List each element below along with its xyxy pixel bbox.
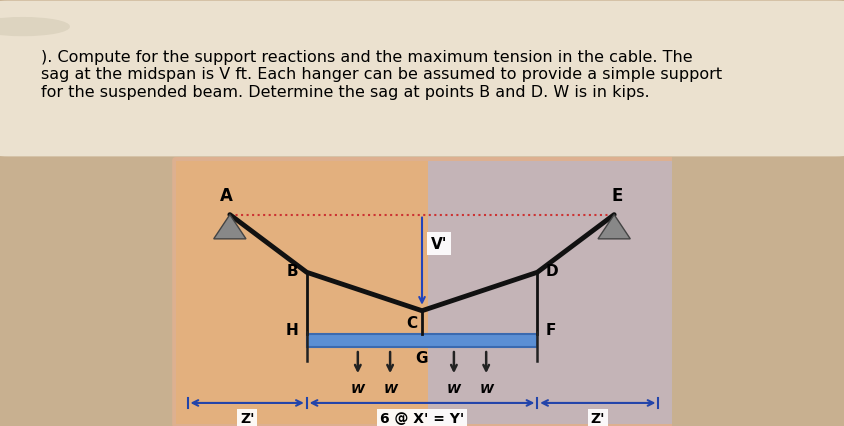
Polygon shape xyxy=(598,215,630,239)
Text: W: W xyxy=(351,382,365,395)
Bar xyxy=(428,161,710,424)
Bar xyxy=(176,161,428,424)
Text: G: G xyxy=(416,351,428,366)
Text: F: F xyxy=(546,322,556,337)
Text: B: B xyxy=(287,263,298,278)
Text: E: E xyxy=(612,187,623,204)
Circle shape xyxy=(0,19,69,37)
Text: C: C xyxy=(406,316,418,331)
FancyBboxPatch shape xyxy=(172,158,676,426)
Text: H: H xyxy=(285,322,298,337)
FancyBboxPatch shape xyxy=(0,2,844,157)
Polygon shape xyxy=(214,215,246,239)
Text: W: W xyxy=(383,382,397,395)
Text: W: W xyxy=(447,382,461,395)
Bar xyxy=(306,334,538,348)
Text: V': V' xyxy=(430,236,447,251)
Text: A: A xyxy=(220,187,233,204)
Text: W: W xyxy=(479,382,493,395)
Text: D: D xyxy=(546,263,559,278)
Text: Z': Z' xyxy=(591,412,605,426)
Text: ). Compute for the support reactions and the maximum tension in the cable. The
s: ). Compute for the support reactions and… xyxy=(41,49,722,99)
Text: 6 @ X' = Y': 6 @ X' = Y' xyxy=(380,412,464,426)
Text: Z': Z' xyxy=(240,412,254,426)
